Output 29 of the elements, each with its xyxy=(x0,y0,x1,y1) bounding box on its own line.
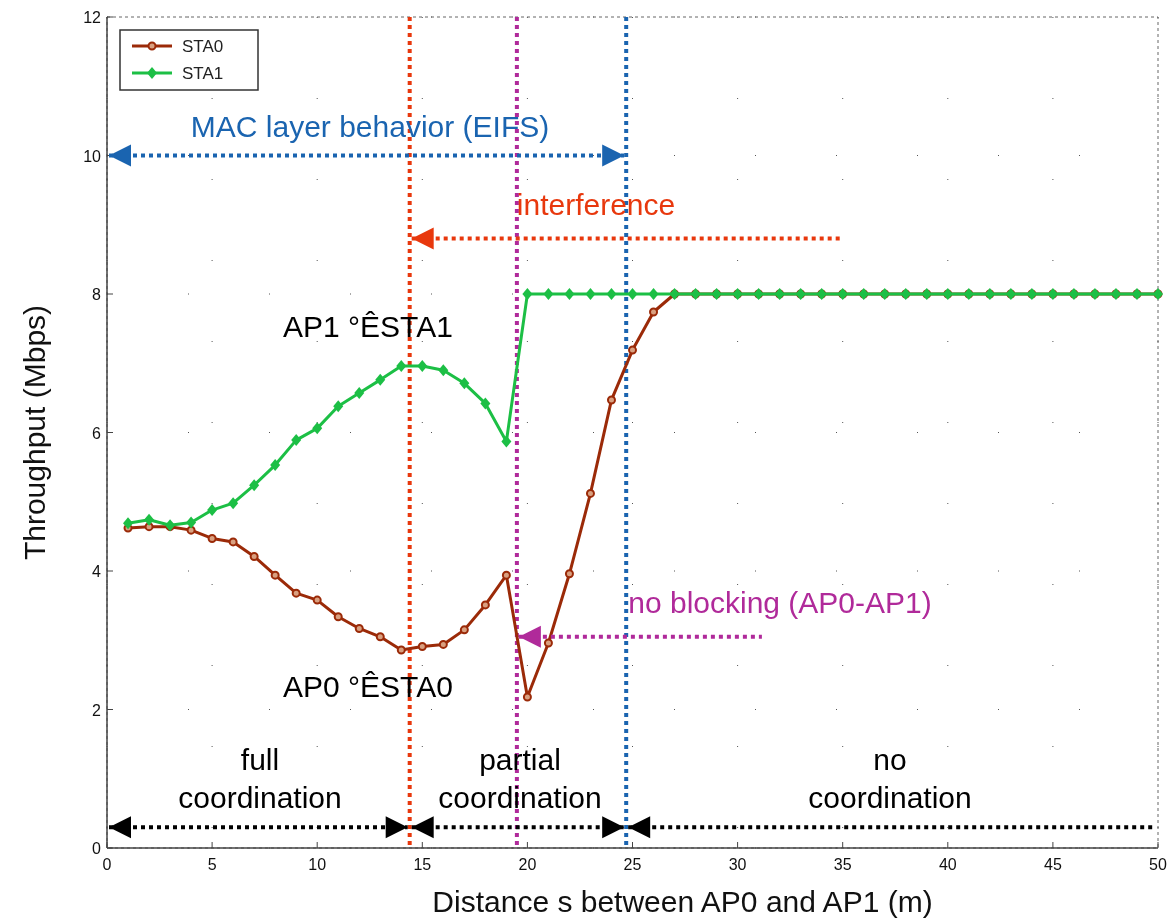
annotation: no blocking (AP0-AP1) xyxy=(628,586,932,619)
y-tick-label: 2 xyxy=(92,701,102,719)
annotation: no coordination xyxy=(808,743,972,814)
x-tick-label: 50 xyxy=(1149,856,1167,873)
x-tick-label: 45 xyxy=(1044,856,1062,873)
annotation: partial coordination xyxy=(438,743,602,814)
legend-label: STA0 xyxy=(182,37,224,56)
annotation: interference xyxy=(516,188,676,221)
annotation: AP1 °ÊSTA1 xyxy=(283,310,453,343)
y-tick-label: 6 xyxy=(92,424,102,442)
annotation: MAC layer behavior (EIFS) xyxy=(190,110,550,143)
y-tick-label: 12 xyxy=(83,9,102,26)
y-tick-label: 4 xyxy=(92,563,102,580)
y-tick-label: 8 xyxy=(92,286,102,303)
x-tick-label: 35 xyxy=(833,856,852,873)
x-tick-label: 5 xyxy=(207,856,217,873)
x-tick-label: 25 xyxy=(623,856,642,873)
y-tick-label: 0 xyxy=(92,840,102,857)
legend-label: STA1 xyxy=(182,64,224,83)
x-tick-label: 10 xyxy=(308,856,327,873)
x-tick-label: 20 xyxy=(518,856,537,873)
x-tick-label: 30 xyxy=(728,856,747,873)
annotation: full coordination xyxy=(178,743,342,814)
y-tick-label: 10 xyxy=(83,147,102,165)
y-axis-title: Throughput (Mbps) xyxy=(18,304,51,561)
x-axis-title: Distance s between AP0 and AP1 (m) xyxy=(432,885,933,918)
x-tick-label: 40 xyxy=(938,856,957,873)
x-tick-label: 15 xyxy=(413,856,432,873)
annotation: AP0 °ÊSTA0 xyxy=(283,670,453,703)
